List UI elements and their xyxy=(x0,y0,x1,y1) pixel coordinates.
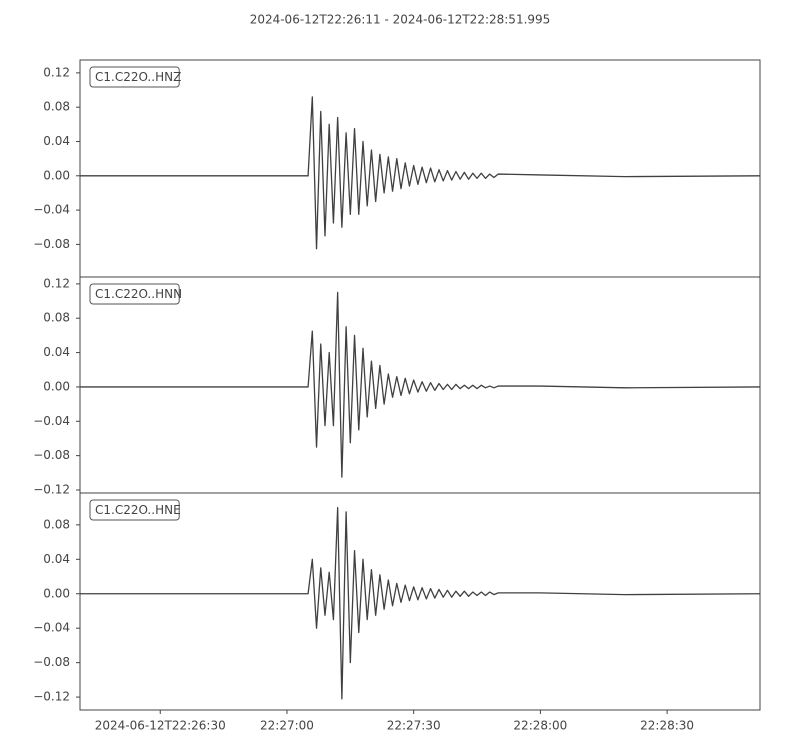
x-tick-label: 22:28:30 xyxy=(640,719,694,733)
y-tick-label: −0.04 xyxy=(33,203,70,217)
waveform xyxy=(80,506,761,700)
y-tick-label: 0.00 xyxy=(43,168,70,182)
x-tick-label: 22:28:00 xyxy=(513,719,567,733)
y-tick-label: 0.00 xyxy=(43,586,70,600)
legend-label: C1.C22O..HNZ xyxy=(95,70,181,84)
x-tick-label: 2024-06-12T22:26:30 xyxy=(95,719,226,733)
y-tick-label: −0.04 xyxy=(33,621,70,635)
y-tick-label: 0.12 xyxy=(43,276,70,290)
y-tick-label: −0.08 xyxy=(33,448,70,462)
waveform xyxy=(80,96,761,250)
waveform xyxy=(80,291,761,478)
plot-frame xyxy=(79,492,761,711)
legend-box xyxy=(89,499,180,521)
y-tick-label: 0.08 xyxy=(43,311,70,325)
x-tick-label: 22:27:00 xyxy=(260,719,314,733)
x-tick-label: 22:27:30 xyxy=(387,719,441,733)
y-tick-label: 0.04 xyxy=(43,552,70,566)
y-tick-label: 0.08 xyxy=(43,100,70,114)
plot-frame xyxy=(79,59,761,278)
legend-box xyxy=(89,283,180,305)
plot-frame xyxy=(79,276,761,494)
y-tick-label: −0.08 xyxy=(33,655,70,669)
legend-label: C1.C22O..HNN xyxy=(95,287,182,301)
y-tick-label: −0.04 xyxy=(33,414,70,428)
y-tick-label: −0.12 xyxy=(33,482,70,496)
trace-clip xyxy=(80,291,761,478)
y-tick-label: 0.04 xyxy=(43,345,70,359)
y-tick-label: −0.08 xyxy=(33,237,70,251)
y-tick-label: 0.00 xyxy=(43,379,70,393)
y-tick-label: −0.12 xyxy=(33,690,70,704)
y-tick-label: 0.12 xyxy=(43,65,70,79)
trace-clip xyxy=(80,506,761,700)
chart-title: 2024-06-12T22:26:11 - 2024-06-12T22:28:5… xyxy=(250,13,551,27)
legend-box xyxy=(89,66,180,88)
y-tick-label: 0.08 xyxy=(43,517,70,531)
trace-clip xyxy=(80,96,761,250)
legend-label: C1.C22O..HNE xyxy=(95,503,181,517)
y-tick-label: 0.04 xyxy=(43,134,70,148)
